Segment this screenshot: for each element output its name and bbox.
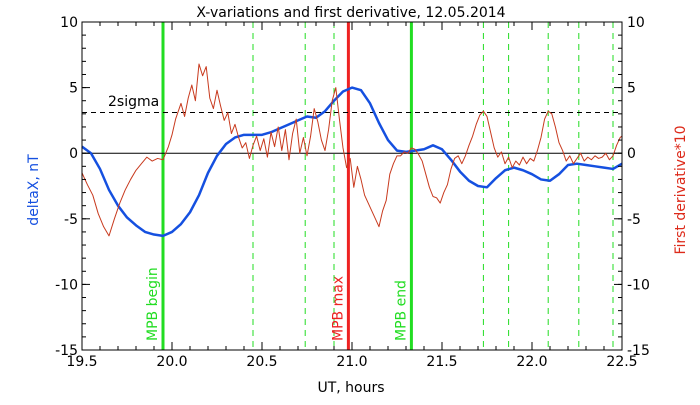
x-tick-label: 21.0 [336,354,367,370]
y-axis-label-left: deltaX, nT [26,154,42,226]
axes: 19.5 20.0 20.5 21.0 21.5 22.0 22.5 10 5 0 -5 -10 -15… [55,15,650,370]
x-tick-label: 22.0 [516,354,547,370]
sigma-label: 2sigma [108,94,159,110]
y-tick-label-right: -5 [627,212,641,228]
reference-lines [82,112,622,154]
y-tick-label-left: -10 [55,277,78,293]
series-line-deltaX [81,86,623,238]
y-axis-label-right: First derivative*10 [673,125,689,254]
y-tick-label-right: -15 [627,343,650,359]
y-tick-label-right: 0 [627,146,636,162]
y-tick-label-right: 5 [627,81,636,97]
chart-title: X-variations and first derivative, 12.05… [196,5,505,21]
x-tick-label: 21.5 [426,354,457,370]
series-lines [81,63,623,238]
mpb-label: MPB end [393,280,409,341]
x-tick-label: 19.5 [66,354,97,370]
y-tick-label-left: 0 [69,146,78,162]
x-tick-label: 20.5 [246,354,277,370]
x-axis-label: UT, hours [317,380,384,396]
x-tick-label: 22.5 [606,354,637,370]
series-line-derivative [81,63,623,237]
y-tick-label-left: 10 [60,15,78,31]
y-tick-label-right: -10 [627,277,650,293]
x-tick-label: 20.0 [156,354,187,370]
y-tick-label-left: 5 [69,81,78,97]
y-tick-label-left: -5 [64,212,78,228]
y-tick-label-right: 10 [627,15,645,31]
mpb-label: MPB max [330,276,346,341]
y-tick-label-left: -15 [55,343,78,359]
mpb-label: MPB begin [145,267,161,341]
mpb-markers: MPB begin MPB max MPB end [145,22,413,350]
